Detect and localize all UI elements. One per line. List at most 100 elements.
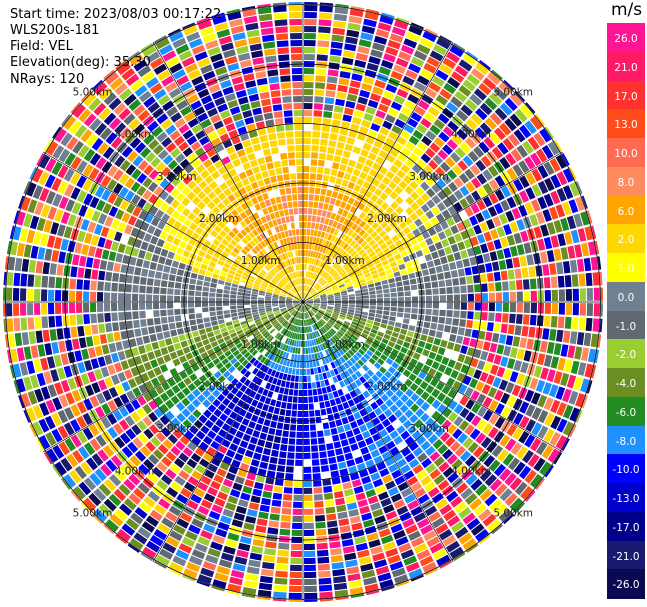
radar-gate bbox=[276, 356, 282, 364]
radar-gate bbox=[291, 543, 302, 550]
radar-gate bbox=[313, 295, 319, 298]
radar-gate bbox=[284, 480, 293, 487]
radar-gate bbox=[415, 397, 425, 407]
radar-gate bbox=[244, 116, 255, 125]
radar-gate bbox=[231, 262, 239, 269]
radar-gate bbox=[465, 411, 476, 423]
radar-gate bbox=[343, 362, 350, 369]
radar-gate bbox=[282, 430, 289, 438]
radar-gate bbox=[332, 162, 340, 170]
radar-gate bbox=[567, 345, 576, 359]
radar-gate bbox=[278, 302, 285, 304]
radar-gate bbox=[267, 245, 273, 252]
radar-gate bbox=[211, 424, 221, 434]
radar-gate bbox=[280, 380, 286, 387]
radar-gate bbox=[176, 75, 190, 86]
radar-gate bbox=[133, 238, 143, 249]
radar-gate bbox=[350, 275, 357, 281]
radar-gate bbox=[341, 304, 348, 307]
radar-gate bbox=[244, 299, 251, 302]
radar-gate bbox=[259, 504, 270, 513]
radar-gate bbox=[185, 63, 198, 74]
radar-gate bbox=[503, 345, 512, 357]
radar-gate bbox=[217, 192, 227, 201]
radar-gate bbox=[248, 502, 260, 511]
radar-gate bbox=[278, 334, 284, 341]
radar-gate bbox=[362, 165, 371, 174]
radar-gate bbox=[303, 110, 313, 117]
radar-gate bbox=[446, 302, 453, 310]
radar-gate bbox=[63, 116, 77, 130]
radar-gate bbox=[546, 341, 555, 354]
radar-gate bbox=[375, 565, 390, 576]
radar-gate bbox=[525, 171, 536, 185]
radar-gate bbox=[340, 121, 351, 129]
radar-gate bbox=[358, 39, 372, 48]
radar-gate bbox=[460, 249, 468, 259]
radar-gate bbox=[258, 582, 273, 591]
radar-gate bbox=[562, 330, 571, 343]
radar-gate bbox=[328, 300, 335, 302]
radar-gate bbox=[265, 308, 273, 312]
radar-gate bbox=[417, 99, 430, 111]
radar-gate bbox=[142, 335, 151, 344]
radar-gate bbox=[380, 534, 394, 545]
radar-gate bbox=[61, 478, 71, 490]
radar-gate bbox=[314, 187, 321, 195]
radar-gate bbox=[351, 522, 363, 531]
radar-gate bbox=[230, 305, 237, 310]
radar-gate bbox=[156, 113, 169, 125]
radar-gate bbox=[356, 326, 364, 332]
radar-gate bbox=[257, 335, 264, 342]
radar-gate bbox=[324, 324, 330, 331]
radar-gate bbox=[112, 322, 120, 332]
radar-gate bbox=[291, 529, 303, 536]
radar-gate bbox=[431, 361, 440, 370]
radar-gate bbox=[102, 445, 115, 458]
radar-gate bbox=[280, 318, 286, 324]
radar-gate bbox=[346, 93, 358, 102]
radar-gate bbox=[316, 245, 321, 252]
radar-gate bbox=[276, 465, 286, 472]
radar-gate bbox=[375, 313, 382, 319]
radar-gate bbox=[263, 358, 270, 366]
radar-gate bbox=[442, 449, 453, 460]
radar-gate bbox=[194, 542, 208, 553]
radar-gate bbox=[178, 334, 186, 342]
radar-gate bbox=[291, 317, 295, 324]
radar-gate bbox=[320, 188, 327, 196]
radar-gate bbox=[303, 445, 311, 452]
radar-gate bbox=[311, 339, 315, 346]
radar-gate bbox=[339, 286, 346, 290]
radar-gate bbox=[230, 294, 237, 299]
radar-gate bbox=[360, 32, 374, 41]
radar-gate bbox=[249, 323, 256, 329]
radar-gate bbox=[404, 307, 411, 313]
radar-gate bbox=[428, 267, 436, 275]
radar-gate bbox=[218, 319, 225, 325]
radar-gate bbox=[214, 96, 226, 107]
radar-gate bbox=[23, 409, 31, 423]
radar-gate bbox=[26, 229, 36, 244]
radar-gate bbox=[360, 281, 367, 287]
radar-gate bbox=[337, 425, 345, 434]
radar-gate bbox=[255, 71, 267, 79]
radar-gate bbox=[363, 223, 371, 232]
radar-gate bbox=[230, 239, 238, 247]
radar-gate bbox=[272, 298, 279, 301]
radar-gate bbox=[509, 371, 519, 383]
radar-gate bbox=[170, 199, 180, 209]
radar-gate bbox=[328, 302, 335, 304]
radar-gate bbox=[466, 543, 479, 553]
radar-gate bbox=[267, 286, 274, 291]
radar-gate bbox=[482, 513, 497, 527]
radar-gate bbox=[103, 92, 117, 106]
radar-gate bbox=[216, 306, 223, 311]
radar-gate bbox=[285, 466, 294, 473]
radar-gate bbox=[362, 305, 369, 309]
radar-gate bbox=[246, 344, 253, 351]
radar-gate bbox=[26, 182, 37, 197]
radar-gate bbox=[423, 62, 437, 74]
radar-gate bbox=[231, 76, 244, 85]
radar-gate bbox=[295, 326, 298, 333]
